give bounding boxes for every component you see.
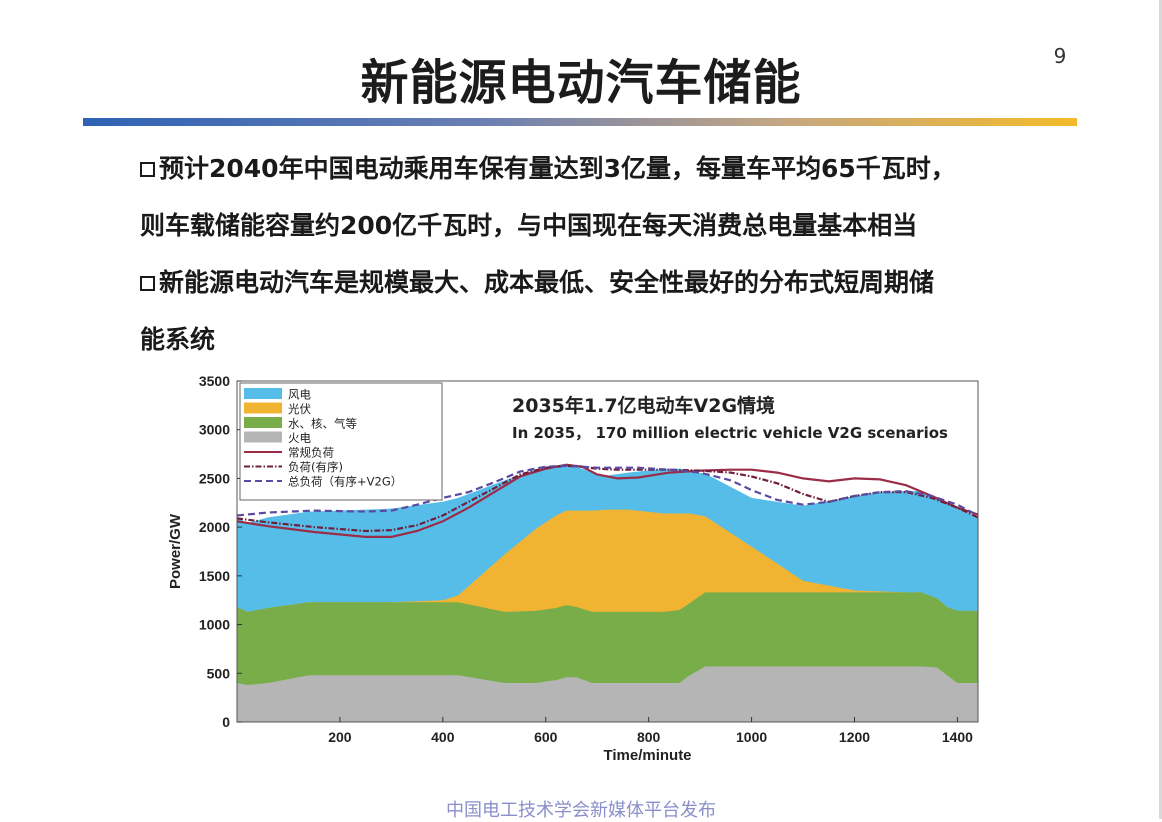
area-thermal [237,666,978,722]
x-tick-label: 1400 [942,729,973,745]
legend-label: 常规负荷 [288,446,334,460]
legend-swatch [244,388,282,399]
bullet-line: 能系统 [140,311,1070,368]
x-axis-label: Time/minute [603,747,691,762]
x-tick-label: 200 [328,729,352,745]
x-tick-label: 600 [534,729,558,745]
y-tick-label: 3000 [199,422,230,438]
plot-frame [236,380,979,723]
bullet-line: 新能源电动汽车是规模最大、成本最低、安全性最好的分布式短周期储 [140,254,1070,311]
y-tick-label: 2500 [199,470,230,486]
bullet-text: 新能源电动汽车是规模最大、成本最低、安全性最好的分布式短周期储 [159,268,935,297]
x-tick-label: 800 [637,729,661,745]
legend-label: 水、核、气等 [288,417,357,431]
y-tick-label: 1000 [199,617,230,633]
legend-swatch [244,402,282,414]
legend-swatch [244,431,282,443]
y-tick-label: 500 [207,665,231,681]
legend-swatch [244,417,282,428]
x-tick-label: 1000 [736,729,767,745]
bullet-text: 能系统 [140,325,216,354]
slide-title: 新能源电动汽车储能 [360,55,802,111]
area-layer [237,464,978,722]
square-bullet-icon [140,276,155,291]
chart-subtitle: In 2035， 170 million electric vehicle V2… [512,424,948,442]
y-axis-label: Power/GW [167,513,184,589]
x-tick-label: 1200 [839,729,870,745]
title-underline-bar [83,118,1077,126]
line-layer [236,463,979,538]
legend-label: 火电 [288,431,311,445]
slide-right-border [1159,0,1162,819]
legend-label: 负荷(有序) [288,460,343,474]
axis-layer: 0 500 1000 1500 2000 2500 3000 3500 200 400 600 800… [199,373,973,745]
footer-credit: 中国电工技术学会新媒体平台发布 [446,800,716,821]
legend-label: 光伏 [288,402,311,416]
bullet-text: 则车载储能容量约200亿千瓦时，与中国现在每天消费总电量基本相当 [140,211,918,240]
line-load_line [236,463,979,538]
bullet-line: 预计2040年中国电动乘用车保有量达到3亿量，每量车平均65千瓦时， [140,140,1070,197]
bullet-list: 预计2040年中国电动乘用车保有量达到3亿量，每量车平均65千瓦时， 则车载储能… [140,140,1070,368]
bullet-text: 预计2040年中国电动乘用车保有量达到3亿量，每量车平均65千瓦时， [159,154,956,183]
chart-title: 2035年1.7亿电动车V2G情境 [512,394,775,417]
square-bullet-icon [140,162,155,177]
legend-label: 总负荷（有序+V2G） [288,475,402,489]
y-tick-label: 1500 [199,568,230,584]
y-tick-label: 2000 [199,519,230,535]
legend-label: 风电 [288,388,311,402]
y-tick-label: 0 [222,714,230,730]
page-number: 9 [1053,44,1067,68]
v2g-area-chart: 0 500 1000 1500 2000 2500 3000 3500 200 400 600 800… [167,373,979,762]
y-tick-label: 3500 [199,373,230,389]
bullet-line: 则车载储能容量约200亿千瓦时，与中国现在每天消费总电量基本相当 [140,197,1070,254]
line-total_load [236,464,979,517]
x-tick-label: 400 [431,729,455,745]
